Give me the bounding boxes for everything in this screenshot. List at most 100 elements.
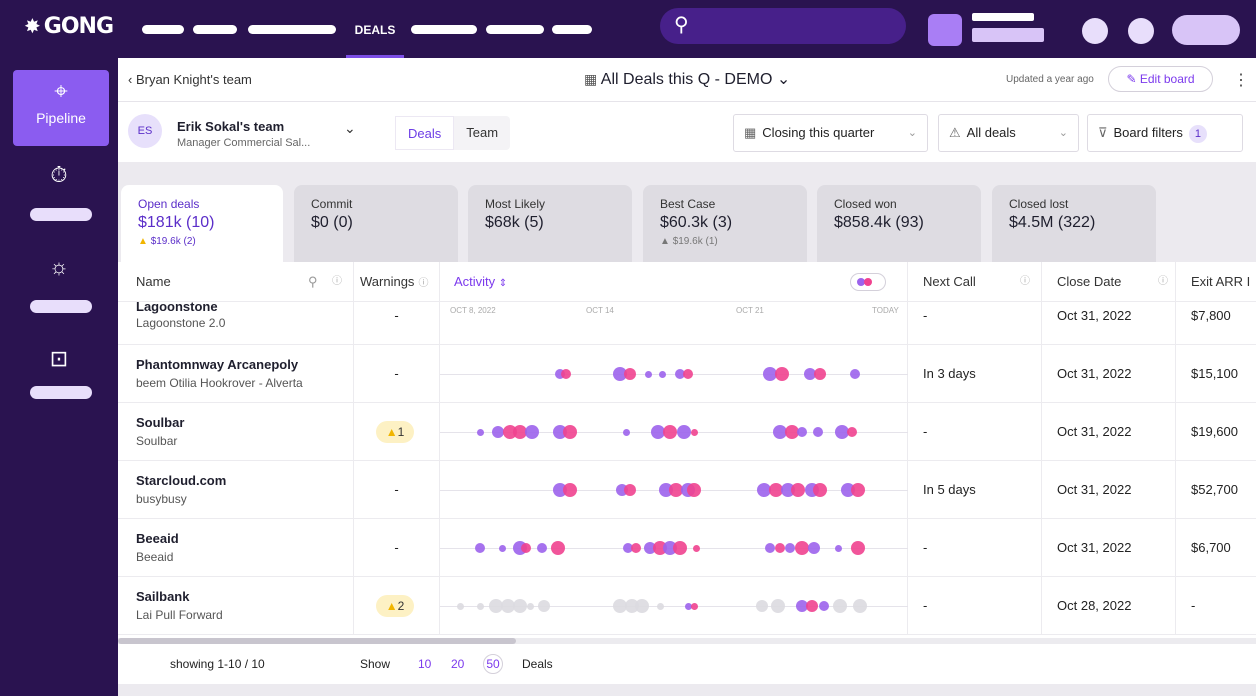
lightbulb-icon[interactable]: ☼ xyxy=(48,254,70,279)
sidebar-label-placeholder[interactable] xyxy=(30,208,92,221)
help-icon[interactable] xyxy=(1128,18,1154,44)
summary-card-commit[interactable]: Commit $0 (0) xyxy=(294,185,458,265)
horizontal-scrollbar[interactable] xyxy=(118,638,1256,644)
activity-dot[interactable] xyxy=(850,369,860,379)
table-row[interactable]: Beeaid Beeaid - - Oct 31, 2022 $6,700 xyxy=(118,519,1256,577)
activity-dot[interactable] xyxy=(851,483,865,497)
column-header-close-date[interactable]: Close Date ⓘ xyxy=(1042,262,1176,302)
activity-dot[interactable] xyxy=(853,599,867,613)
board-title-dropdown[interactable]: ▦ All Deals this Q - DEMO ⌄ xyxy=(584,69,790,89)
activity-dot[interactable] xyxy=(797,427,807,437)
activity-dot[interactable] xyxy=(635,599,649,613)
activity-dot[interactable] xyxy=(692,544,700,552)
activity-dot[interactable] xyxy=(622,428,630,436)
activity-dot[interactable] xyxy=(813,483,827,497)
info-icon[interactable]: ⓘ xyxy=(1158,276,1168,287)
activity-dot[interactable] xyxy=(475,543,485,553)
table-row[interactable]: Soulbar Soulbar ▲1 - Oct 31, 2022 $19,60… xyxy=(118,403,1256,461)
activity-dot[interactable] xyxy=(769,483,783,497)
app-icon-placeholder[interactable] xyxy=(928,14,962,46)
briefcase-icon[interactable]: ⊡ xyxy=(49,346,69,371)
activity-dot[interactable] xyxy=(690,602,698,610)
activity-dot[interactable] xyxy=(613,367,627,381)
deal-name[interactable]: Sailbank xyxy=(136,589,190,604)
activity-dot[interactable] xyxy=(537,543,547,553)
nav-item-placeholder[interactable] xyxy=(142,25,184,34)
activity-dot[interactable] xyxy=(834,544,842,552)
page-size-10[interactable]: 10 xyxy=(418,657,432,671)
summary-card-most-likely[interactable]: Most Likely $68k (5) xyxy=(468,185,632,265)
summary-card-closed-won[interactable]: Closed won $858.4k (93) xyxy=(817,185,981,265)
nav-item-placeholder[interactable] xyxy=(193,25,237,34)
column-header-activity[interactable]: Activity ⇕ xyxy=(440,262,908,302)
tab-team[interactable]: Team xyxy=(466,125,499,140)
notification-icon[interactable] xyxy=(1082,18,1108,44)
deal-name[interactable]: Lagoonstone xyxy=(136,299,218,314)
activity-dot[interactable] xyxy=(669,483,683,497)
activity-dot[interactable] xyxy=(806,600,818,612)
activity-dot[interactable] xyxy=(476,602,484,610)
summary-card-best-case[interactable]: Best Case $60.3k (3) ▲ $19.6k (1) xyxy=(643,185,807,265)
activity-dot[interactable] xyxy=(814,368,826,380)
column-header-warnings[interactable]: Warnings ⓘ xyxy=(354,262,440,302)
activity-dot[interactable] xyxy=(526,602,534,610)
deal-name[interactable]: Phantomnway Arcanepoly xyxy=(136,357,299,372)
activity-dot[interactable] xyxy=(513,599,527,613)
activity-dot[interactable] xyxy=(833,599,847,613)
activity-dot[interactable] xyxy=(684,602,692,610)
activity-dot[interactable] xyxy=(663,425,677,439)
activity-dot[interactable] xyxy=(456,602,464,610)
activity-dot[interactable] xyxy=(624,368,636,380)
table-row[interactable]: Starcloud.com busybusy - In 5 days Oct 3… xyxy=(118,461,1256,519)
activity-dot[interactable] xyxy=(690,428,698,436)
global-search[interactable]: ⚲ xyxy=(660,8,906,44)
table-row[interactable]: Lagoonstone Lagoonstone 2.0 - OCT 8, 202… xyxy=(118,299,1256,345)
edit-board-button[interactable]: ✎ Edit board xyxy=(1108,66,1213,92)
activity-dot[interactable] xyxy=(785,425,799,439)
legend-toggle[interactable] xyxy=(850,273,886,291)
board-filters-button[interactable]: ⊽ Board filters 1 xyxy=(1087,114,1243,152)
sidebar-label-placeholder[interactable] xyxy=(30,300,92,313)
activity-dot[interactable] xyxy=(551,541,565,555)
summary-card-closed-lost[interactable]: Closed lost $4.5M (322) xyxy=(992,185,1156,265)
activity-dot[interactable] xyxy=(561,369,571,379)
activity-dot[interactable] xyxy=(851,541,865,555)
activity-dot[interactable] xyxy=(813,427,823,437)
activity-dot[interactable] xyxy=(651,425,665,439)
activity-dot[interactable] xyxy=(847,427,857,437)
nav-item-placeholder[interactable] xyxy=(552,25,592,34)
activity-dot[interactable] xyxy=(513,425,527,439)
activity-dot[interactable] xyxy=(489,599,503,613)
activity-dot[interactable] xyxy=(492,426,504,438)
activity-dot[interactable] xyxy=(795,541,809,555)
sidebar-label-placeholder[interactable] xyxy=(30,386,92,399)
activity-dot[interactable] xyxy=(775,367,789,381)
sidebar-item-pipeline[interactable]: ⌖ Pipeline xyxy=(13,70,109,146)
gong-logo[interactable]: ✸ GONG xyxy=(24,14,114,39)
activity-dot[interactable] xyxy=(756,600,768,612)
page-size-20[interactable]: 20 xyxy=(451,657,465,671)
nav-item-placeholder[interactable] xyxy=(486,25,544,34)
activity-dot[interactable] xyxy=(675,369,685,379)
column-header-name[interactable]: Name ⚲ ⓘ xyxy=(118,262,354,302)
activity-dot[interactable] xyxy=(819,601,829,611)
activity-dot[interactable] xyxy=(498,544,506,552)
info-icon[interactable]: ⓘ xyxy=(1020,276,1030,287)
activity-dot[interactable] xyxy=(808,542,820,554)
page-size-50[interactable]: 50 xyxy=(483,654,503,674)
chevron-down-icon[interactable]: ⌄ xyxy=(344,120,356,136)
activity-dot[interactable] xyxy=(785,543,795,553)
closing-filter[interactable]: ▦ Closing this quarter ⌄ xyxy=(733,114,928,152)
activity-dot[interactable] xyxy=(796,600,808,612)
scrollbar-thumb[interactable] xyxy=(118,638,516,644)
activity-dot[interactable] xyxy=(525,425,539,439)
activity-dot[interactable] xyxy=(771,599,785,613)
activity-dot[interactable] xyxy=(644,370,652,378)
back-link[interactable]: ‹ Bryan Knight's team xyxy=(128,72,252,87)
activity-dot[interactable] xyxy=(656,602,664,610)
deal-name[interactable]: Soulbar xyxy=(136,415,185,430)
table-row[interactable]: Sailbank Lai Pull Forward ▲2 - Oct 28, 2… xyxy=(118,577,1256,635)
more-options-icon[interactable]: ⋮ xyxy=(1233,72,1249,89)
nav-item-placeholder[interactable] xyxy=(411,25,477,34)
deal-name[interactable]: Starcloud.com xyxy=(136,473,227,488)
